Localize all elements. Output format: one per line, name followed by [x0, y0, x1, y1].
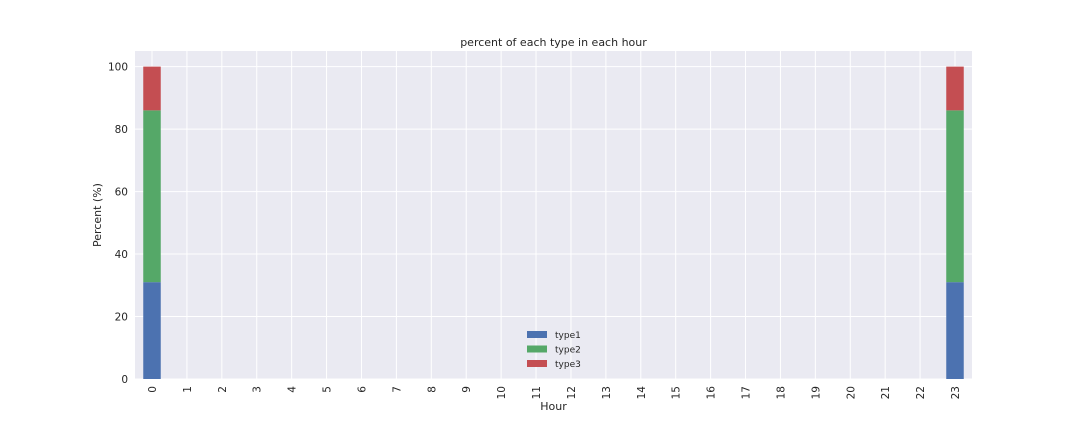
y-tick-label: 20 [115, 312, 128, 324]
y-axis-label: Percent (%) [91, 183, 104, 247]
x-axis-label: Hour [540, 400, 567, 413]
x-tick-label: 0 [147, 386, 159, 393]
x-tick-label: 18 [775, 386, 787, 399]
legend: type1 type2 type3 [527, 331, 581, 370]
legend-label-type1: type1 [555, 331, 581, 341]
x-tick-label: 17 [741, 386, 753, 399]
y-tick-label: 0 [121, 374, 128, 386]
x-tick-label: 21 [880, 386, 892, 399]
bar-type2-hour-0 [143, 110, 161, 283]
bar-type1-hour-0 [143, 282, 161, 379]
legend-swatch-type2 [527, 345, 547, 353]
x-tick-label: 19 [810, 386, 822, 399]
chart-title: percent of each type in each hour [460, 36, 647, 49]
x-tick-label: 8 [426, 386, 438, 393]
x-tick-label: 10 [496, 386, 508, 399]
plot-background [135, 51, 972, 379]
x-tick-label: 1 [182, 386, 194, 393]
y-tick-label: 100 [108, 62, 128, 74]
x-tick-label: 4 [287, 386, 299, 393]
legend-label-type2: type2 [555, 346, 581, 356]
x-tick-label: 20 [845, 386, 857, 399]
x-tick-label: 22 [915, 386, 927, 399]
bar-type2-hour-23 [946, 110, 964, 283]
x-tick-label: 3 [252, 386, 264, 393]
x-tick-label: 5 [322, 386, 334, 393]
x-tick-label: 6 [356, 386, 368, 393]
x-tick-label: 15 [671, 386, 683, 399]
x-tick-label: 2 [217, 386, 229, 393]
bars [143, 66, 964, 379]
x-tick-label: 13 [601, 386, 613, 399]
x-tick-labels: 0 1 2 3 4 5 6 7 8 9 10 11 12 13 14 15 16 17 18 19 20 21 22 23 [147, 386, 962, 400]
x-tick-label: 7 [391, 386, 403, 393]
x-tick-label: 9 [461, 386, 473, 393]
bar-type3-hour-0 [143, 66, 161, 111]
x-tick-label: 16 [706, 386, 718, 400]
legend-label-type3: type3 [555, 360, 581, 370]
bar-type3-hour-23 [946, 66, 964, 111]
x-tick-label: 23 [950, 386, 962, 399]
grid-lines [135, 51, 972, 380]
x-tick-label: 11 [531, 386, 543, 399]
y-tick-label: 80 [115, 124, 128, 136]
x-tick-label: 14 [636, 386, 648, 400]
legend-swatch-type3 [527, 360, 547, 367]
x-tick-label: 12 [566, 386, 578, 399]
y-tick-label: 60 [115, 187, 128, 199]
bar-type1-hour-23 [946, 282, 964, 379]
legend-swatch-type1 [527, 331, 547, 338]
y-tick-labels: 0 20 40 60 80 100 [108, 62, 128, 386]
y-tick-label: 40 [115, 249, 128, 261]
